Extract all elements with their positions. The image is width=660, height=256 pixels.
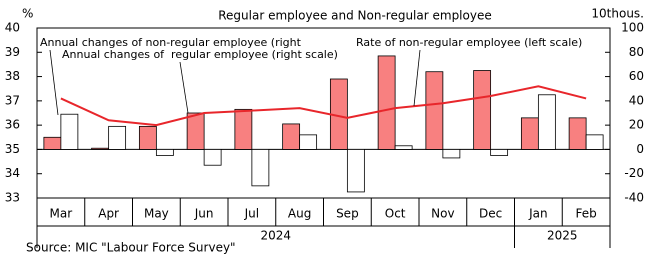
x-tick-label: Jun <box>194 207 214 221</box>
y-tick-label: 35 <box>5 142 20 156</box>
bar <box>346 149 365 193</box>
bar <box>43 136 62 150</box>
y-unit: % <box>22 7 33 21</box>
y-tick-label: 36 <box>5 118 20 132</box>
bar <box>299 134 318 150</box>
bar <box>108 125 127 150</box>
bar <box>585 134 604 150</box>
bar <box>282 123 301 150</box>
y-tick-label: 33 <box>5 191 20 205</box>
bar <box>60 113 79 150</box>
annotation: Annual changes of regular employee (righ… <box>62 48 338 61</box>
bar <box>91 147 110 150</box>
bar <box>251 149 270 187</box>
bar <box>537 94 556 150</box>
x-tick-label: Aug <box>288 207 311 221</box>
bar <box>234 108 253 150</box>
y2-tick-label: 80 <box>629 45 644 59</box>
bar <box>473 70 492 150</box>
bar <box>394 145 413 150</box>
bar <box>155 149 174 156</box>
y-tick-label: 38 <box>5 69 20 83</box>
y-tick-label: 37 <box>5 93 20 107</box>
y2-tick-label: 20 <box>629 118 644 132</box>
source: Source: MIC "Labour Force Survey" <box>26 241 236 255</box>
bar <box>442 149 461 159</box>
bar <box>138 125 157 150</box>
label-bg <box>60 49 350 61</box>
y2-tick-label: -20 <box>624 166 644 180</box>
bar <box>568 117 587 150</box>
line <box>60 85 587 127</box>
y2-tick-label: 40 <box>629 93 644 107</box>
x-tick-label: Jul <box>244 207 259 221</box>
leader-line <box>413 49 421 107</box>
y2-tick-label: 60 <box>629 69 644 83</box>
bar <box>425 71 444 150</box>
leader-line <box>179 61 189 114</box>
y-tick-label: 34 <box>5 166 20 180</box>
y2-tick-label: 0 <box>636 142 644 156</box>
x-tick-label: Feb <box>576 207 597 221</box>
y2-tick-label: 100 <box>621 21 644 35</box>
y2-tick-label: -40 <box>624 191 644 205</box>
bar <box>377 55 396 150</box>
x-tick-label: Oct <box>385 207 406 221</box>
bar <box>203 149 222 166</box>
chart-title: Regular employee and Non-regular employe… <box>218 9 491 23</box>
y-tick-label: 39 <box>5 45 20 59</box>
x-tick-label: Nov <box>431 207 454 221</box>
year-label: 2024 <box>260 229 291 243</box>
annotation: Annual changes of non-regular employee (… <box>40 36 302 49</box>
bar <box>490 149 509 156</box>
x-tick-label: May <box>144 207 169 221</box>
year-label: 2025 <box>547 229 578 243</box>
bar <box>186 112 205 150</box>
annotation: Rate of non-regular employee (left scale… <box>356 36 582 49</box>
x-tick-label: Dec <box>479 207 502 221</box>
label-bg <box>38 36 288 48</box>
y-tick-label: 40 <box>5 21 20 35</box>
leader-line <box>49 49 59 116</box>
x-tick-label: Mar <box>50 207 73 221</box>
label-bg <box>354 36 598 48</box>
x-tick-label: Sep <box>336 207 359 221</box>
bar <box>520 117 539 150</box>
y2-unit: 10thous. <box>591 7 644 21</box>
x-tick-label: Apr <box>98 207 119 221</box>
x-tick-label: Jan <box>528 207 548 221</box>
